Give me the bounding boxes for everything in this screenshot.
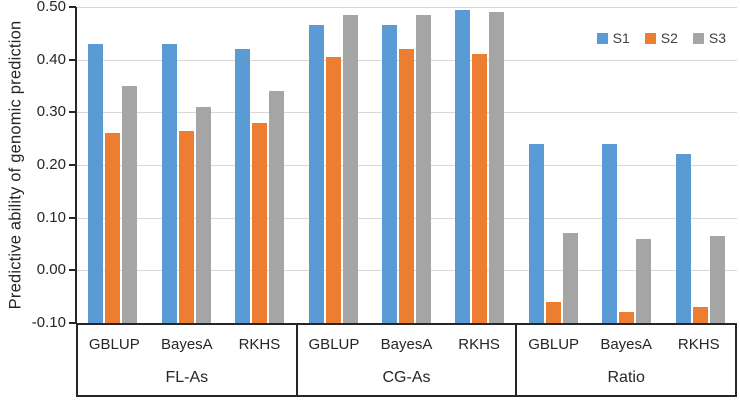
gridline bbox=[76, 7, 737, 8]
category-label: RKHS bbox=[677, 335, 720, 353]
bar-S1-Ratio-GBLUP bbox=[529, 144, 544, 323]
category-label: GBLUP bbox=[308, 335, 360, 353]
bar-S2-CG-As-BayesA bbox=[399, 49, 414, 323]
legend-item-S2: S2 bbox=[644, 30, 678, 46]
bar-S1-CG-As-BayesA bbox=[382, 25, 397, 323]
bar-S3-CG-As-RKHS bbox=[489, 12, 504, 323]
y-tick-mark bbox=[69, 269, 76, 271]
bar-S1-CG-As-GBLUP bbox=[309, 25, 324, 323]
bar-S1-FL-As-RKHS bbox=[235, 49, 250, 323]
category-label: RKHS bbox=[458, 335, 500, 353]
legend-label: S3 bbox=[708, 30, 726, 46]
bar-S3-Ratio-RKHS bbox=[710, 236, 725, 323]
bar-S1-Ratio-RKHS bbox=[676, 154, 691, 323]
y-tick-label: 0.20 bbox=[36, 156, 66, 173]
category-label: BayesA bbox=[380, 335, 433, 353]
y-tick-mark bbox=[69, 164, 76, 166]
bar-S1-CG-As-RKHS bbox=[455, 10, 470, 323]
y-tick-label: 0.30 bbox=[36, 103, 66, 120]
bar-S3-FL-As-GBLUP bbox=[122, 86, 137, 323]
y-tick-mark bbox=[69, 111, 76, 113]
category-method-row: GBLUP BayesA RKHS bbox=[298, 325, 516, 363]
y-tick-label: 0.10 bbox=[36, 209, 66, 226]
bar-S1-FL-As-BayesA bbox=[162, 44, 177, 323]
y-axis-line bbox=[75, 7, 77, 323]
category-label: BayesA bbox=[600, 335, 653, 353]
bar-S3-FL-As-BayesA bbox=[196, 107, 211, 323]
category-label: GBLUP bbox=[528, 335, 580, 353]
bar-S2-FL-As-RKHS bbox=[252, 123, 267, 323]
group-label: FL-As bbox=[165, 369, 209, 386]
category-axis: GBLUP BayesA RKHS FL-As GBLUP BayesA RKHS CG-As… bbox=[76, 323, 737, 397]
legend-swatch-icon bbox=[596, 32, 608, 44]
y-tick-label: 0.00 bbox=[36, 261, 66, 278]
legend-item-S3: S3 bbox=[692, 30, 726, 46]
bar-S2-Ratio-RKHS bbox=[693, 307, 708, 323]
category-label: RKHS bbox=[238, 335, 281, 353]
bar-S2-Ratio-GBLUP bbox=[546, 302, 561, 323]
bar-S2-FL-As-BayesA bbox=[179, 131, 194, 323]
y-tick-label: 0.50 bbox=[36, 0, 66, 15]
y-tick-mark bbox=[69, 6, 76, 8]
category-group-Ratio: GBLUP BayesA RKHS Ratio bbox=[515, 325, 735, 395]
legend-swatch-icon bbox=[692, 32, 704, 44]
group-label: CG-As bbox=[382, 369, 431, 386]
bar-S2-Ratio-BayesA bbox=[619, 312, 634, 323]
category-group-CG-As: GBLUP BayesA RKHS CG-As bbox=[295, 325, 516, 395]
legend-label: S2 bbox=[660, 30, 678, 46]
legend-label: S1 bbox=[612, 30, 630, 46]
legend-item-S1: S1 bbox=[596, 30, 630, 46]
bar-S3-CG-As-GBLUP bbox=[343, 15, 358, 323]
category-label: GBLUP bbox=[88, 335, 140, 353]
bar-S3-FL-As-RKHS bbox=[269, 91, 284, 323]
group-label: Ratio bbox=[607, 369, 645, 386]
category-method-row: GBLUP BayesA RKHS bbox=[78, 325, 296, 363]
y-tick-mark bbox=[69, 217, 76, 219]
category-method-row: GBLUP BayesA RKHS bbox=[517, 325, 735, 363]
bar-S3-Ratio-GBLUP bbox=[563, 233, 578, 323]
y-tick-label: -0.10 bbox=[31, 314, 66, 331]
bar-S3-Ratio-BayesA bbox=[636, 239, 651, 323]
bar-S2-CG-As-RKHS bbox=[472, 54, 487, 323]
bar-S2-CG-As-GBLUP bbox=[326, 57, 341, 323]
y-tick-label: 0.40 bbox=[36, 51, 66, 68]
legend: S1 S2 S3 bbox=[596, 30, 726, 46]
bar-S3-CG-As-BayesA bbox=[416, 15, 431, 323]
legend-swatch-icon bbox=[644, 32, 656, 44]
y-tick-mark bbox=[69, 322, 76, 324]
y-tick-mark bbox=[69, 59, 76, 61]
category-group-FL-As: GBLUP BayesA RKHS FL-As bbox=[78, 325, 296, 395]
bar-S1-Ratio-BayesA bbox=[602, 144, 617, 323]
bar-S1-FL-As-GBLUP bbox=[88, 44, 103, 323]
category-label: BayesA bbox=[160, 335, 213, 353]
bar-S2-FL-As-GBLUP bbox=[105, 133, 120, 323]
